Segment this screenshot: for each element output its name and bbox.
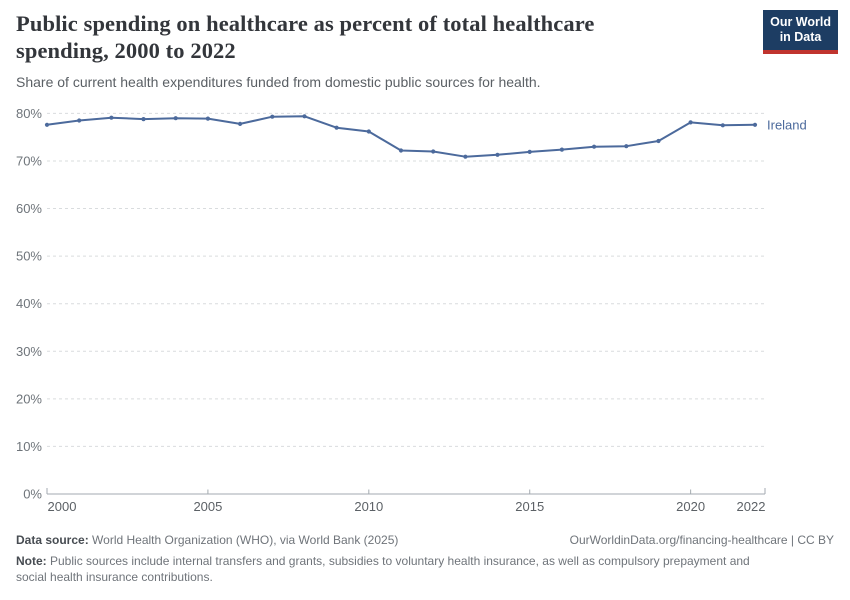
- data-point-marker[interactable]: [270, 114, 275, 119]
- x-tick-label: 2022: [737, 499, 766, 514]
- y-tick-label: 50%: [16, 249, 42, 264]
- x-tick-label: 2005: [193, 499, 222, 514]
- data-source-value: World Health Organization (WHO), via Wor…: [88, 533, 399, 547]
- chart-footer: Data source: World Health Organization (…: [16, 533, 834, 586]
- note-value: Public sources include internal transfer…: [16, 554, 750, 584]
- data-point-marker[interactable]: [592, 144, 597, 149]
- note-row: Note: Public sources include internal tr…: [16, 554, 834, 586]
- data-source-text: Data source: World Health Organization (…: [16, 533, 398, 548]
- data-point-marker[interactable]: [431, 149, 436, 154]
- chart-subtitle: Share of current health expenditures fun…: [16, 74, 541, 90]
- data-point-marker[interactable]: [109, 115, 114, 120]
- data-point-marker[interactable]: [77, 118, 82, 123]
- data-point-marker[interactable]: [527, 149, 532, 154]
- y-tick-label: 70%: [16, 153, 42, 168]
- data-point-marker[interactable]: [752, 122, 758, 127]
- series-ireland[interactable]: Ireland: [44, 114, 807, 159]
- x-tick-label: 2000: [48, 499, 77, 514]
- data-point-marker[interactable]: [334, 125, 339, 130]
- data-point-marker[interactable]: [238, 121, 243, 126]
- owid-logo[interactable]: Our World in Data: [763, 10, 838, 54]
- y-tick-label: 40%: [16, 296, 42, 311]
- data-point-marker[interactable]: [398, 148, 404, 153]
- data-point-marker[interactable]: [173, 116, 178, 121]
- data-point-marker[interactable]: [559, 147, 565, 152]
- owid-logo-line1: Our World: [770, 15, 831, 29]
- line-chart[interactable]: 0%10%20%30%40%50%60%70%80%2000 2005 2010 20…: [0, 100, 850, 530]
- y-tick-label: 0%: [23, 487, 42, 502]
- y-tick-label: 80%: [16, 106, 42, 121]
- data-point-marker[interactable]: [463, 154, 468, 159]
- data-point-marker[interactable]: [366, 129, 371, 134]
- data-point-marker[interactable]: [495, 152, 500, 157]
- y-axis-labels: 0% 10% 20% 30% 40% 50% 60% 70% 80%: [16, 106, 42, 502]
- data-point-marker[interactable]: [656, 138, 661, 144]
- data-point-marker[interactable]: [688, 120, 693, 125]
- y-tick-label: 30%: [16, 344, 42, 359]
- data-point-marker[interactable]: [44, 122, 50, 127]
- y-tick-label: 10%: [16, 439, 42, 454]
- source-row: Data source: World Health Organization (…: [16, 533, 834, 548]
- data-source-label: Data source:: [16, 533, 89, 547]
- note-label: Note:: [16, 554, 47, 568]
- y-tick-label: 20%: [16, 391, 42, 406]
- data-point-marker[interactable]: [720, 123, 725, 128]
- y-gridlines: [47, 112, 765, 495]
- data-point-marker[interactable]: [302, 114, 307, 119]
- data-point-marker[interactable]: [205, 116, 210, 121]
- x-tick-label: 2015: [515, 499, 544, 514]
- x-axis-ticks: 2000 2005 2010 2015 2020 2022: [46, 488, 766, 514]
- x-tick-label: 2010: [354, 499, 383, 514]
- x-tick-label: 2020: [676, 499, 705, 514]
- y-tick-label: 60%: [16, 201, 42, 216]
- attribution-link: OurWorldinData.org/financing-healthcare …: [569, 533, 834, 547]
- data-point-marker[interactable]: [624, 144, 629, 149]
- chart-title: Public spending on healthcare as percent…: [16, 11, 595, 64]
- series-end-label[interactable]: Ireland: [767, 117, 807, 132]
- owid-logo-line2: in Data: [779, 30, 822, 45]
- data-point-marker[interactable]: [141, 117, 146, 122]
